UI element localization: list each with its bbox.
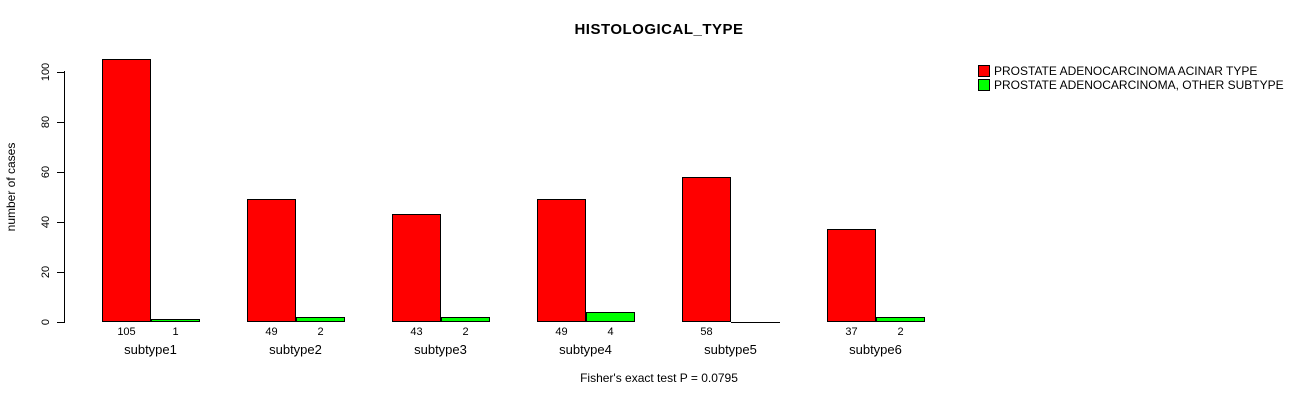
bar-subtype1-series2 <box>151 319 200 322</box>
y-tick-mark <box>57 72 64 73</box>
bar-value-label: 105 <box>117 326 136 338</box>
legend-row: PROSTATE ADENOCARCINOMA, OTHER SUBTYPE <box>978 78 1284 92</box>
y-tick-label: 40 <box>40 215 52 229</box>
bar-value-label: 4 <box>607 326 614 338</box>
y-tick-mark <box>57 322 64 323</box>
category-label-subtype3: subtype3 <box>414 342 467 357</box>
legend-swatch-icon <box>978 79 990 91</box>
bar-subtype6-series1 <box>827 229 876 322</box>
y-tick-label: 60 <box>40 165 52 179</box>
bar-subtype5-series2 <box>731 322 780 323</box>
category-label-subtype5: subtype5 <box>704 342 757 357</box>
bar-subtype1-series1 <box>102 59 151 322</box>
bar-value-label: 37 <box>845 326 858 338</box>
category-label-subtype4: subtype4 <box>559 342 612 357</box>
y-tick-label: 0 <box>40 318 52 326</box>
bar-value-label: 49 <box>555 326 568 338</box>
bar-subtype5-series1 <box>682 177 731 322</box>
category-label-subtype6: subtype6 <box>849 342 902 357</box>
caption: Fisher's exact test P = 0.0795 <box>580 371 738 385</box>
bar-value-label: 43 <box>410 326 423 338</box>
category-label-subtype1: subtype1 <box>124 342 177 357</box>
category-label-subtype2: subtype2 <box>269 342 322 357</box>
y-axis-title: number of cases <box>4 142 18 232</box>
bar-value-label: 2 <box>897 326 904 338</box>
bar-value-label: 2 <box>462 326 469 338</box>
y-tick-mark <box>57 172 64 173</box>
legend-row: PROSTATE ADENOCARCINOMA ACINAR TYPE <box>978 64 1284 78</box>
y-tick-label: 20 <box>40 265 52 279</box>
bar-value-label: 49 <box>265 326 278 338</box>
chart-title: HISTOLOGICAL_TYPE <box>574 21 744 38</box>
bar-subtype4-series2 <box>586 312 635 322</box>
bar-subtype2-series1 <box>247 199 296 322</box>
bar-subtype6-series2 <box>876 317 925 322</box>
bar-value-label: 1 <box>172 326 179 338</box>
bar-subtype4-series1 <box>537 199 586 322</box>
legend-swatch-icon <box>978 65 990 77</box>
y-axis-line <box>64 71 65 323</box>
bar-value-label: 58 <box>700 326 713 338</box>
bar-subtype3-series2 <box>441 317 490 322</box>
legend-label: PROSTATE ADENOCARCINOMA, OTHER SUBTYPE <box>994 78 1284 92</box>
y-tick-mark <box>57 272 64 273</box>
y-tick-mark <box>57 222 64 223</box>
legend: PROSTATE ADENOCARCINOMA ACINAR TYPE PROST… <box>978 64 1284 92</box>
bar-value-label: 2 <box>317 326 324 338</box>
legend-label: PROSTATE ADENOCARCINOMA ACINAR TYPE <box>994 64 1258 78</box>
bar-subtype3-series1 <box>392 214 441 322</box>
y-tick-label: 80 <box>40 115 52 129</box>
bar-subtype2-series2 <box>296 317 345 322</box>
y-tick-mark <box>57 122 64 123</box>
y-tick-label: 100 <box>40 62 52 82</box>
